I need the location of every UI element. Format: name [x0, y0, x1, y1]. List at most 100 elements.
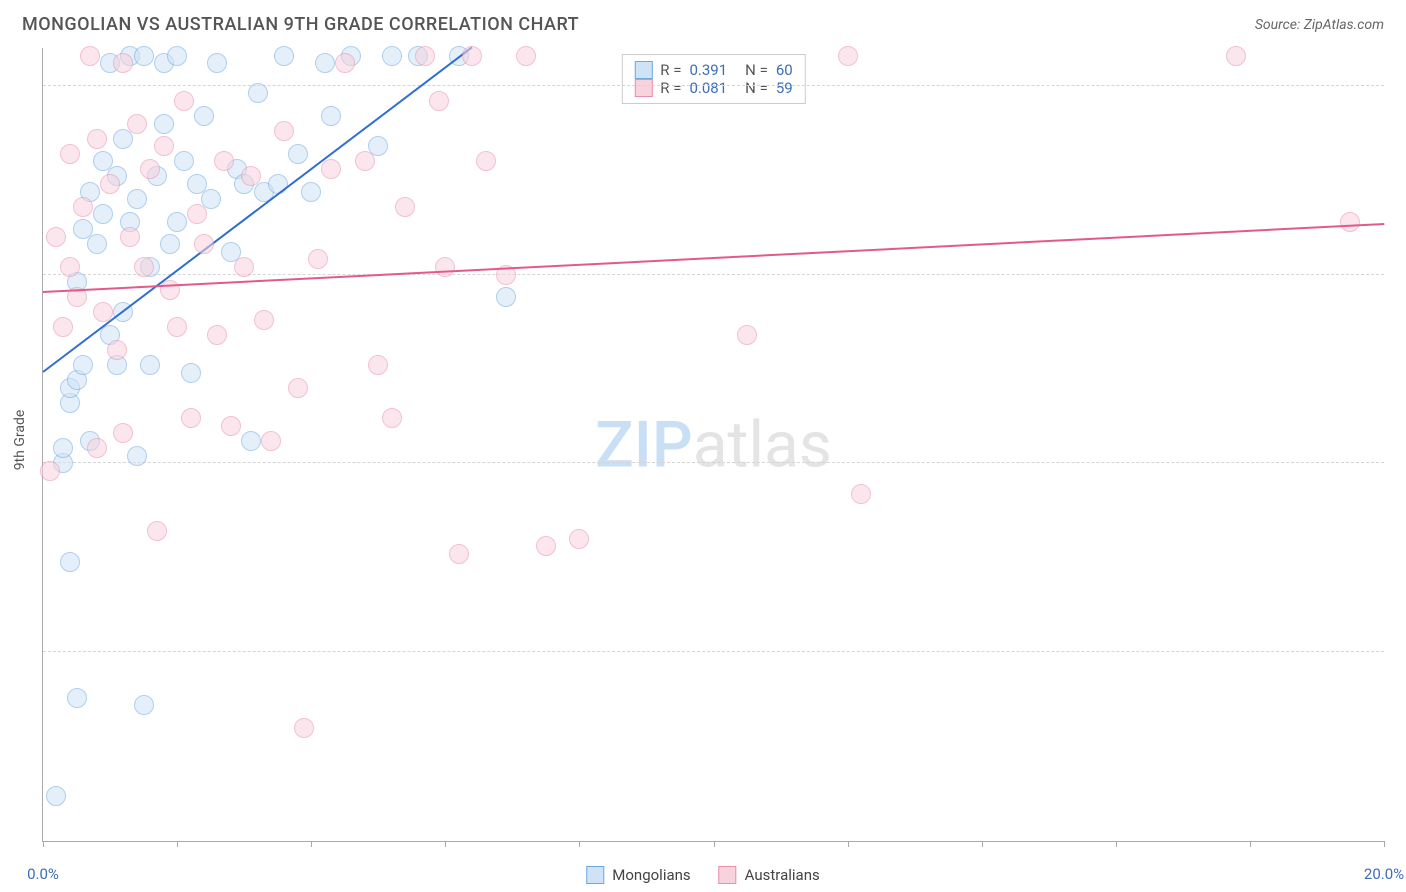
legend-row: R =0.081N =59	[634, 79, 792, 97]
scatter-point	[449, 544, 469, 564]
scatter-point	[140, 355, 160, 375]
scatter-point	[73, 197, 93, 217]
scatter-point	[288, 144, 308, 164]
scatter-point	[53, 438, 73, 458]
scatter-point	[382, 46, 402, 66]
gridline	[43, 462, 1384, 463]
scatter-point	[60, 144, 80, 164]
scatter-point	[113, 423, 133, 443]
scatter-point	[1340, 212, 1360, 232]
legend-n-value: 60	[776, 61, 793, 79]
scatter-point	[93, 204, 113, 224]
scatter-plot-area: ZIPatlas R =0.391N =60R =0.081N =59 92.5…	[42, 48, 1384, 842]
scatter-point	[140, 159, 160, 179]
scatter-point	[160, 280, 180, 300]
x-tick-label: 0.0%	[27, 865, 59, 883]
scatter-point	[294, 718, 314, 738]
scatter-point	[134, 46, 154, 66]
legend-r-label: R =	[660, 61, 681, 79]
scatter-point	[207, 53, 227, 73]
scatter-point	[174, 91, 194, 111]
scatter-point	[73, 355, 93, 375]
scatter-point	[241, 431, 261, 451]
scatter-point	[147, 521, 167, 541]
gridline	[43, 651, 1384, 652]
legend-item: Australians	[719, 866, 820, 884]
x-tick	[1250, 841, 1251, 847]
y-tick-label: 100.0%	[1394, 78, 1406, 96]
scatter-point	[221, 416, 241, 436]
x-tick	[177, 841, 178, 847]
watermark: ZIPatlas	[595, 407, 832, 482]
scatter-point	[462, 46, 482, 66]
x-tick	[311, 841, 312, 847]
scatter-point	[838, 46, 858, 66]
x-tick-label: 20.0%	[1364, 865, 1404, 883]
source-attribution: Source: ZipAtlas.com	[1255, 17, 1384, 33]
scatter-point	[167, 317, 187, 337]
scatter-point	[335, 53, 355, 73]
legend-n-value: 59	[776, 79, 793, 97]
x-tick	[1116, 841, 1117, 847]
scatter-point	[536, 536, 556, 556]
legend-r-label: R =	[660, 79, 681, 97]
scatter-point	[429, 91, 449, 111]
scatter-point	[315, 53, 335, 73]
legend-row: R = 0.391 N = 60	[634, 61, 792, 79]
scatter-point	[127, 189, 147, 209]
legend-swatch	[634, 61, 652, 79]
y-tick-label: 97.5%	[1394, 267, 1406, 285]
scatter-point	[395, 197, 415, 217]
scatter-point	[254, 310, 274, 330]
x-tick	[445, 841, 446, 847]
scatter-point	[234, 257, 254, 277]
scatter-point	[67, 688, 87, 708]
scatter-point	[167, 46, 187, 66]
scatter-point	[321, 106, 341, 126]
scatter-point	[93, 302, 113, 322]
y-tick-label: 95.0%	[1394, 455, 1406, 473]
scatter-point	[368, 355, 388, 375]
scatter-point	[1226, 46, 1246, 66]
scatter-point	[435, 257, 455, 277]
gridline	[43, 85, 1384, 86]
y-axis-label: 9th Grade	[12, 410, 28, 471]
scatter-point	[274, 121, 294, 141]
scatter-point	[113, 53, 133, 73]
scatter-point	[46, 227, 66, 247]
legend-swatch	[586, 866, 604, 884]
scatter-point	[46, 786, 66, 806]
scatter-point	[60, 552, 80, 572]
legend-swatch	[719, 866, 737, 884]
x-tick	[714, 841, 715, 847]
scatter-point	[80, 46, 100, 66]
correlation-legend: R = 0.391 N = 60R =0.081N =59	[621, 54, 805, 104]
scatter-point	[355, 151, 375, 171]
scatter-point	[134, 257, 154, 277]
scatter-point	[308, 249, 328, 269]
scatter-point	[187, 204, 207, 224]
series-legend: Mongolians Australians	[586, 866, 819, 884]
x-tick	[43, 841, 44, 847]
scatter-point	[261, 431, 281, 451]
scatter-point	[174, 151, 194, 171]
scatter-point	[160, 234, 180, 254]
scatter-point	[100, 174, 120, 194]
y-tick-label: 92.5%	[1394, 644, 1406, 662]
scatter-point	[321, 159, 341, 179]
scatter-point	[120, 227, 140, 247]
watermark-atlas: atlas	[693, 407, 832, 482]
scatter-point	[496, 287, 516, 307]
legend-n-label: N =	[745, 61, 768, 79]
scatter-point	[214, 151, 234, 171]
scatter-point	[241, 166, 261, 186]
scatter-point	[288, 378, 308, 398]
scatter-point	[274, 46, 294, 66]
x-tick	[579, 841, 580, 847]
legend-series-name: Mongolians	[612, 866, 690, 884]
legend-item: Mongolians	[586, 866, 690, 884]
scatter-point	[87, 438, 107, 458]
legend-r-value: 0.391	[689, 61, 727, 79]
chart-title: MONGOLIAN VS AUSTRALIAN 9TH GRADE CORREL…	[22, 14, 579, 35]
watermark-zip: ZIP	[595, 407, 693, 482]
